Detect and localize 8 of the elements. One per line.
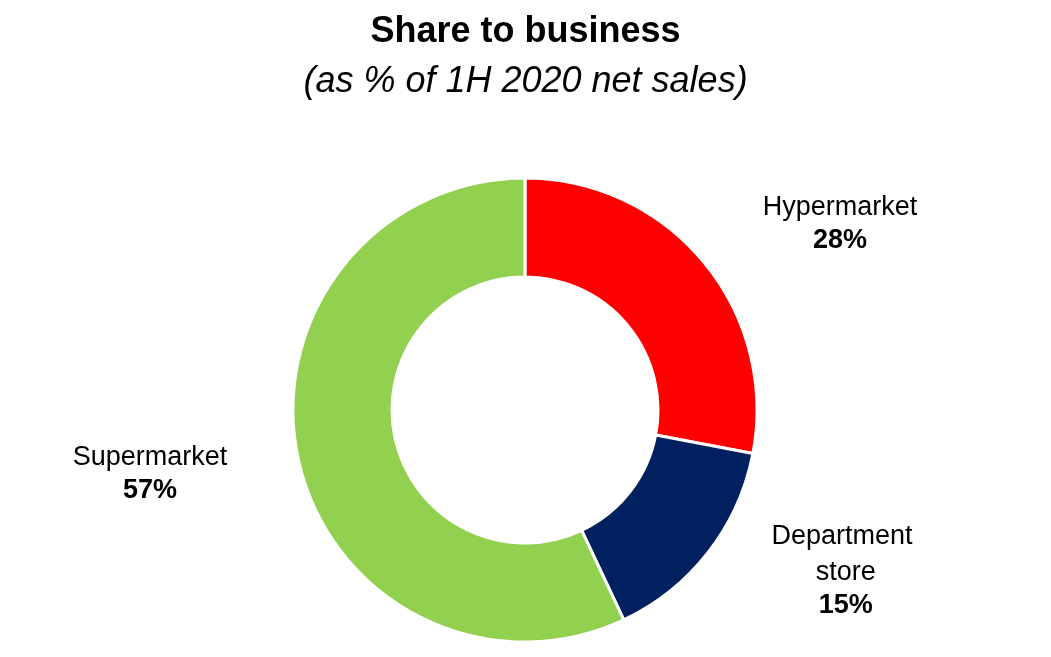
data-label: 15% bbox=[818, 589, 873, 620]
slice-label: Department store bbox=[771, 519, 921, 586]
slice-label: Supermarket bbox=[72, 440, 228, 471]
data-label: 57% bbox=[123, 474, 178, 505]
chart-subtitle: (as % of 1H 2020 net sales) bbox=[303, 58, 748, 100]
slice-label: Hypermarket bbox=[762, 190, 918, 221]
data-label: 28% bbox=[812, 224, 868, 255]
chart-title: Share to business bbox=[370, 8, 681, 50]
